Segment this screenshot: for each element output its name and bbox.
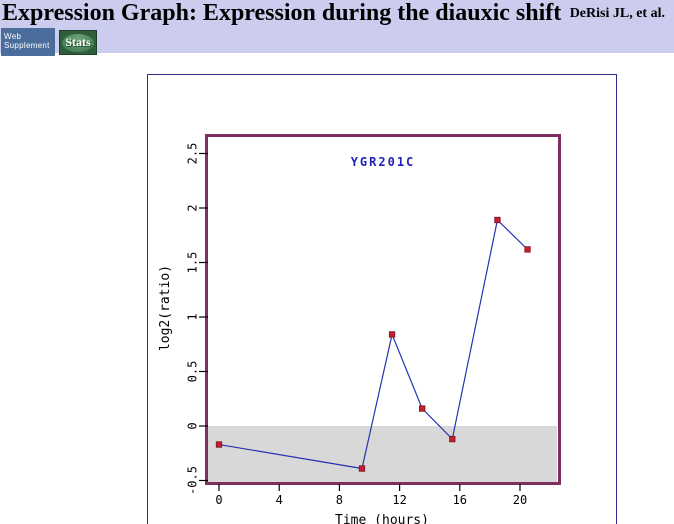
data-point bbox=[358, 465, 366, 472]
data-point bbox=[494, 216, 501, 224]
x-axis-label: Time (hours) bbox=[335, 513, 429, 524]
y-tick-label: 1.5 bbox=[186, 252, 200, 274]
web-supplement-label-line2: Supplement bbox=[4, 41, 50, 50]
y-tick-label: 0.5 bbox=[186, 361, 200, 383]
expression-chart: 2.5 2 1.5 1 0.5 0 -0.5 0 4 8 12 16 20 Time (hours) log… bbox=[158, 134, 561, 524]
stats-button[interactable]: Stats bbox=[59, 30, 97, 55]
page-title: Expression Graph: Expression during the … bbox=[0, 0, 674, 30]
web-supplement-button[interactable]: Web Supplement bbox=[1, 28, 55, 56]
citation-text: DeRisi JL, et al. bbox=[569, 6, 665, 21]
data-point bbox=[215, 441, 223, 448]
data-point bbox=[449, 435, 456, 443]
x-tick-label: 12 bbox=[392, 493, 406, 507]
below-zero-shading bbox=[208, 426, 557, 483]
x-tick-label: 4 bbox=[276, 493, 283, 507]
chart-title: YGR201C bbox=[351, 155, 416, 169]
y-axis-label: log2(ratio) bbox=[158, 265, 173, 351]
web-supplement-label-line1: Web bbox=[4, 32, 22, 41]
plot-border bbox=[205, 134, 561, 485]
y-tick-label: 1 bbox=[186, 313, 200, 320]
stats-button-label: Stats bbox=[65, 35, 91, 49]
y-tick-label: 0 bbox=[186, 422, 200, 429]
y-tick-label: 2 bbox=[186, 204, 200, 211]
data-point bbox=[524, 246, 531, 253]
y-tick-label: -0.5 bbox=[186, 466, 200, 495]
y-tick-label: 2.5 bbox=[186, 143, 200, 165]
stats-button-oval: Stats bbox=[62, 33, 94, 52]
chart-frame: 2.5 2 1.5 1 0.5 0 -0.5 0 4 8 12 16 20 Time (hours) log… bbox=[147, 74, 617, 524]
x-tick-label: 20 bbox=[513, 493, 527, 507]
data-point bbox=[419, 405, 426, 412]
x-tick-label: 8 bbox=[336, 493, 343, 507]
page-title-text: Expression Graph: Expression during the … bbox=[2, 0, 562, 26]
x-tick-label: 0 bbox=[215, 493, 222, 507]
page-header: Expression Graph: Expression during the … bbox=[0, 0, 674, 53]
x-tick-label: 16 bbox=[453, 493, 467, 507]
data-point bbox=[388, 331, 396, 338]
